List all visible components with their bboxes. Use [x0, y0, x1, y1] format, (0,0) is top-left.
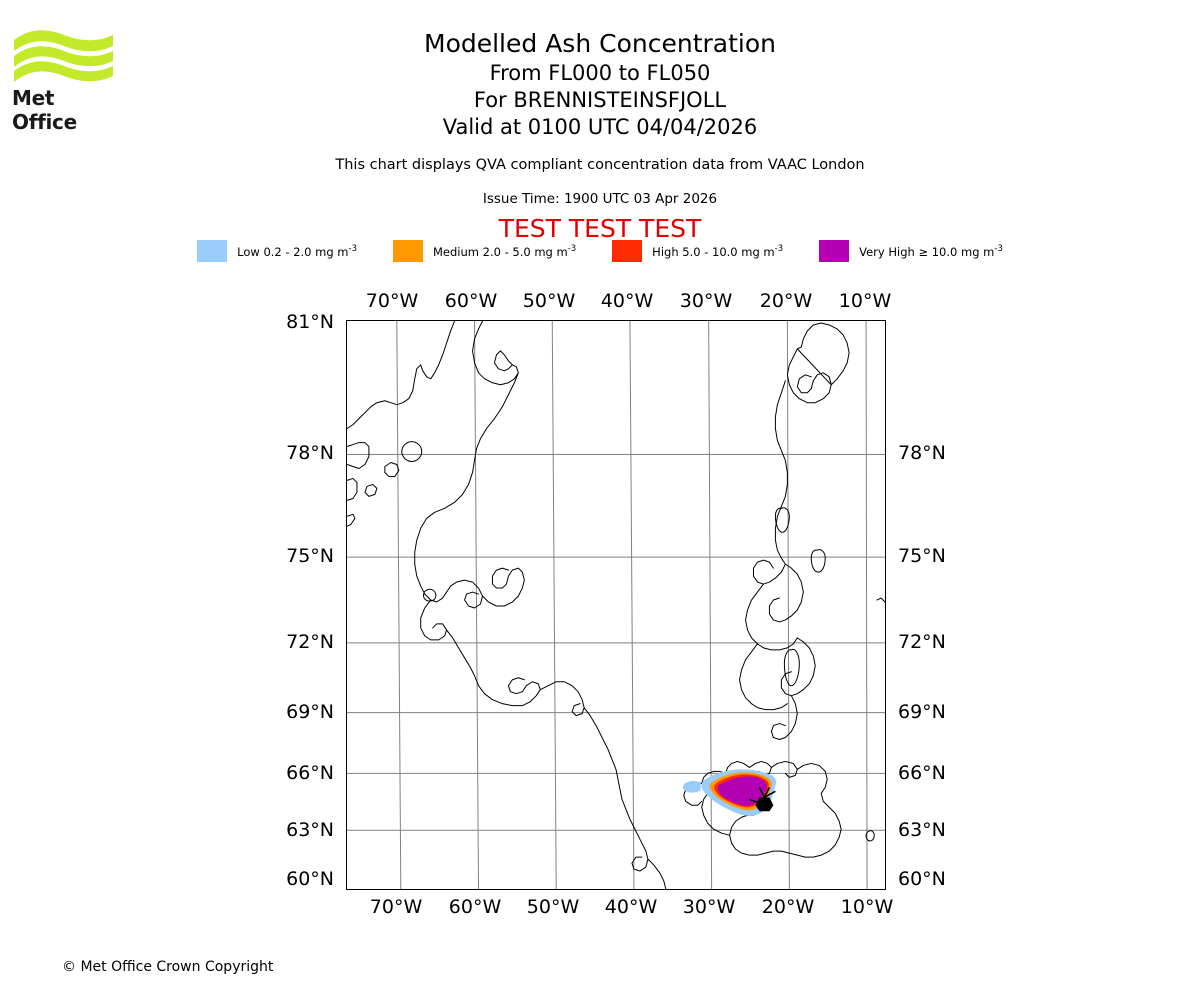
lat-label-left-60n: 60°N [286, 868, 334, 890]
coastlines [347, 321, 885, 889]
page-title: Modelled Ash Concentration [424, 29, 776, 58]
legend-label-medium: Medium 2.0 - 5.0 mg m-3 [432, 243, 577, 259]
lon-label-bottom-40w: 40°W [604, 896, 658, 918]
ash-plume [683, 769, 777, 817]
chart-title-block: Modelled Ash Concentration From FL000 to… [0, 28, 1200, 141]
lat-label-right-60n: 60°N [898, 868, 946, 890]
lat-label-left-63n: 63°N [286, 819, 334, 841]
lat-label-left-66n: 66°N [286, 762, 334, 784]
legend-swatch-high [612, 240, 643, 262]
legend-item-low: Low 0.2 - 2.0 mg m-3 [197, 240, 357, 262]
legend-swatch-very-high [819, 240, 850, 262]
jan-mayen-island [876, 597, 885, 603]
plume-source-rays [749, 787, 776, 805]
issue-time: Issue Time: 1900 UTC 03 Apr 2026 [482, 191, 718, 207]
lon-label-top-10w: 10°W [838, 290, 892, 312]
legend-item-high: High 5.0 - 10.0 mg m-3 [612, 240, 783, 262]
map-frame[interactable] [346, 320, 886, 890]
lon-label-top-60w: 60°W [444, 290, 498, 312]
copyright-footer: © Met Office Crown Copyright [62, 959, 274, 975]
lon-label-bottom-30w: 30°W [682, 896, 736, 918]
faroe-islands [865, 830, 875, 842]
east-greenland-island-3 [783, 648, 800, 687]
title-flight-levels: From FL000 to FL050 [489, 61, 711, 85]
lon-label-bottom-60w: 60°W [448, 896, 502, 918]
legend-swatch-low [197, 240, 228, 262]
lon-label-top-30w: 30°W [679, 290, 733, 312]
lon-label-top-20w: 20°W [759, 290, 813, 312]
lat-label-right-63n: 63°N [898, 819, 946, 841]
lat-label-left-81n: 81°N [286, 311, 334, 333]
lat-label-right-78n: 78°N [898, 442, 946, 464]
legend-item-medium: Medium 2.0 - 5.0 mg m-3 [392, 240, 577, 262]
title-volcano: For BRENNISTEINSFJOLL [473, 88, 727, 112]
lon-label-bottom-20w: 20°W [761, 896, 815, 918]
east-greenland-north-coast [739, 380, 816, 741]
legend-item-very-high: Very High ≥ 10.0 mg m-3 [819, 240, 1003, 262]
lon-label-bottom-50w: 50°W [526, 896, 580, 918]
lat-label-left-69n: 69°N [286, 701, 334, 723]
legend-label-low: Low 0.2 - 2.0 mg m-3 [237, 243, 357, 259]
map-graticule [347, 321, 885, 889]
legend-label-very-high: Very High ≥ 10.0 mg m-3 [859, 243, 1003, 259]
legend-swatch-medium [392, 240, 423, 262]
lat-label-right-66n: 66°N [898, 762, 946, 784]
test-banner: TEST TEST TEST [498, 214, 702, 243]
lat-label-right-75n: 75°N [898, 545, 946, 567]
title-valid-time: Valid at 0100 UTC 04/04/2026 [442, 115, 758, 139]
east-greenland-islands [364, 462, 400, 497]
concentration-legend: Low 0.2 - 2.0 mg m-3 Medium 2.0 - 5.0 mg… [0, 240, 1200, 262]
lon-label-top-40w: 40°W [600, 290, 654, 312]
plume-very-high-contour [717, 776, 768, 806]
east-greenland-island-2 [810, 549, 826, 573]
svalbard-coastline [786, 322, 850, 404]
iceland-coastline [683, 760, 842, 858]
plume-source-marker [755, 797, 774, 812]
lat-label-left-75n: 75°N [286, 545, 334, 567]
lat-label-right-69n: 69°N [898, 701, 946, 723]
legend-label-high: High 5.0 - 10.0 mg m-3 [652, 243, 784, 259]
chart-subnote: This chart displays QVA compliant concen… [335, 157, 865, 173]
lon-label-bottom-10w: 10°W [840, 896, 894, 918]
lat-label-right-72n: 72°N [898, 631, 946, 653]
greenland-coastline [347, 321, 667, 889]
lon-label-top-70w: 70°W [365, 290, 419, 312]
lat-label-left-72n: 72°N [286, 631, 334, 653]
lon-label-top-50w: 50°W [522, 290, 576, 312]
met-office-logo-text: Met Office [12, 86, 77, 134]
east-greenland-island-1 [774, 507, 790, 533]
lon-label-bottom-70w: 70°W [369, 896, 423, 918]
lat-label-left-78n: 78°N [286, 442, 334, 464]
ash-concentration-map: 70°W 60°W 50°W 40°W 30°W 20°W 10°W 70°W … [286, 290, 946, 918]
met-office-waves-icon [14, 30, 113, 82]
met-office-logo: Met Office [12, 26, 122, 134]
